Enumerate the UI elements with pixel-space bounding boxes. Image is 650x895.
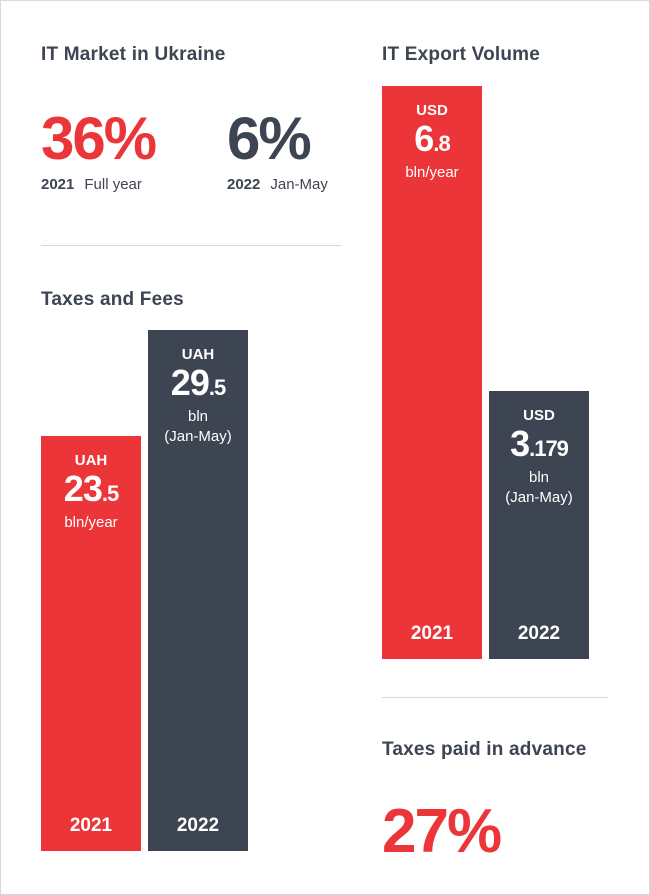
export-bar-2022: USD 3.179 bln (Jan-May) 2022 [489,391,589,659]
export-currency-2021: USD [416,102,448,119]
taxes-unit-2021: bln/year [64,514,118,531]
market-title: IT Market in Ukraine [41,44,226,65]
taxes-unit-2022: bln [187,408,209,425]
export-chart-title: IT Export Volume [382,44,541,65]
taxes-currency-2021: UAH [74,452,108,469]
taxes-bar-2021: UAH 23.5 bln/year 2021 [41,436,141,851]
export-bar-label-2021: USD 6.8 bln/year [382,102,482,183]
market-2022-caption: 2022 Jan-May [227,176,328,193]
market-2021-year: 2021 [41,176,75,193]
export-value-2022: 3.179 [510,423,569,464]
market-2022-year: 2022 [227,176,261,193]
advance-value: 27% [382,797,502,866]
taxes-year-2021: 2021 [69,815,113,836]
market-2022-value: 6% [227,105,312,172]
taxes-currency-2022: UAH [181,346,215,363]
export-year-2021: 2021 [410,623,454,644]
taxes-bar-label-2021: UAH 23.5 bln/year [41,452,141,533]
taxes-value-2021: 23.5 [63,468,119,509]
export-year-2022: 2022 [517,623,561,644]
taxes-bar-label-2022: UAH 29.5 bln (Jan-May) [148,346,248,447]
divider-right [382,697,608,698]
advance-title: Taxes paid in advance [382,739,587,760]
market-2021-period: Full year [84,176,142,193]
market-2021-value: 36% [41,105,157,172]
export-bar-label-2022: USD 3.179 bln (Jan-May) [489,407,589,508]
market-2021-caption: 2021 Full year [41,176,142,193]
export-value-2021: 6.8 [414,118,450,159]
taxes-bar-2022: UAH 29.5 bln (Jan-May) 2022 [148,330,248,851]
taxes-value-2022: 29.5 [170,362,226,403]
taxes-year-2022: 2022 [176,815,220,836]
taxes-period-2022: (Jan-May) [164,428,232,445]
export-currency-2022: USD [523,407,555,424]
export-bar-2021: USD 6.8 bln/year 2021 [382,86,482,659]
divider-left [41,245,341,246]
export-unit-2022: bln [528,469,550,486]
market-2022-period: Jan-May [270,176,328,193]
taxes-chart-title: Taxes and Fees [41,289,184,310]
export-unit-2021: bln/year [405,164,459,181]
export-period-2022: (Jan-May) [505,489,573,506]
